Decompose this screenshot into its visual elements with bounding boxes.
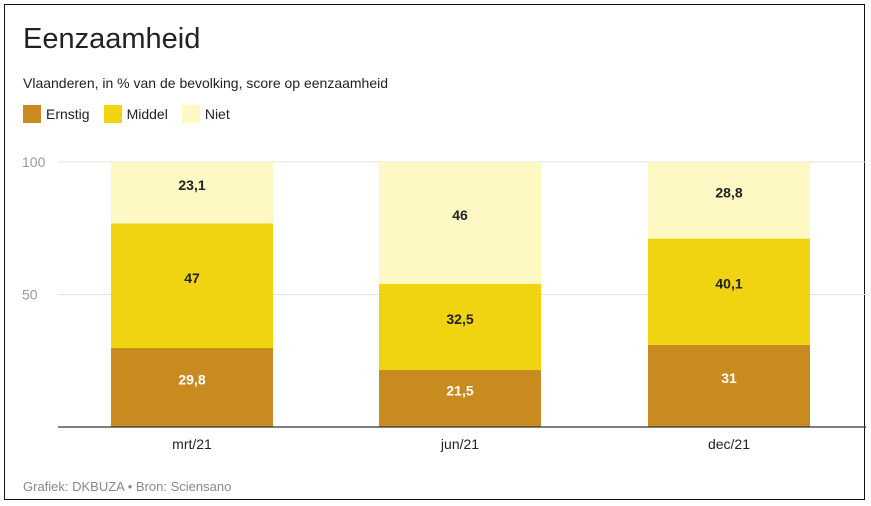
y-tick-label-50: 50 <box>22 287 38 303</box>
bar-ernstig-2 <box>648 344 810 427</box>
data-label-niet-0: 23,1 <box>178 177 205 193</box>
bar-middel-1 <box>379 283 541 371</box>
data-label-middel-1: 32,5 <box>446 311 473 327</box>
bar-niet-1 <box>379 162 541 284</box>
chart-title: Eenzaamheid <box>23 23 201 55</box>
chart-source: Grafiek: DKBUZA • Bron: Sciensano <box>23 479 232 494</box>
legend-label-middel: Middel <box>126 106 168 122</box>
legend-swatch-ernstig <box>23 105 41 123</box>
bar-ernstig-1 <box>379 370 541 427</box>
data-label-niet-2: 28,8 <box>715 184 742 200</box>
bar-ernstig-0 <box>111 348 273 427</box>
data-label-ernstig-0: 29,8 <box>178 372 205 388</box>
data-label-middel-0: 47 <box>184 270 200 286</box>
legend-item-middel: Middel <box>103 105 168 123</box>
legend-label-ernstig: Ernstig <box>46 106 90 122</box>
data-label-ernstig-1: 21,5 <box>446 383 473 399</box>
legend: Ernstig Middel Niet <box>23 105 244 123</box>
x-tick-label-2: dec/21 <box>708 436 750 452</box>
legend-item-ernstig: Ernstig <box>23 105 90 123</box>
y-tick-label-100: 100 <box>22 154 46 170</box>
x-tick-label-1: jun/21 <box>440 436 479 452</box>
legend-label-niet: Niet <box>204 106 230 122</box>
legend-item-niet: Niet <box>181 105 230 123</box>
chart-subtitle: Vlaanderen, in % van de bevolking, score… <box>23 75 389 91</box>
bar-middel-2 <box>648 238 810 345</box>
data-label-middel-2: 40,1 <box>715 276 742 292</box>
legend-swatch-niet <box>181 105 200 123</box>
data-label-ernstig-2: 31 <box>721 370 737 386</box>
x-tick-label-0: mrt/21 <box>172 436 212 452</box>
bar-middel-0 <box>111 223 273 349</box>
bar-niet-0 <box>111 162 273 224</box>
legend-swatch-middel <box>103 105 122 123</box>
data-label-niet-1: 46 <box>452 207 468 223</box>
bar-niet-2 <box>648 162 810 239</box>
